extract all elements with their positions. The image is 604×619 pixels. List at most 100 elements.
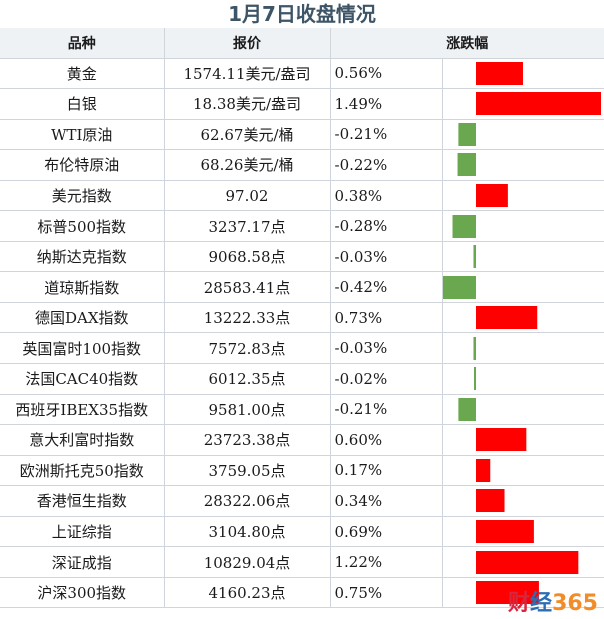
table-row: 白银 18.38美元/盎司 1.49% [0,88,604,120]
row-bar-cell [441,119,604,151]
table-row: 法国CAC40指数 6012.35点 -0.02% [0,363,604,395]
change-bar [457,122,476,146]
table-row: 德国DAX指数 13222.33点 0.73% [0,302,604,334]
change-bar [473,367,476,391]
table-row: 沪深300指数 4160.23点 0.75% [0,577,604,609]
row-change-pct: 0.38% [329,180,442,212]
row-change-pct: -0.21% [329,394,442,426]
row-bar-svg [475,520,534,544]
row-bar-svg [475,581,539,605]
row-price: 97.02 [163,180,330,212]
row-price: 3759.05点 [163,455,330,487]
row-bar-svg [452,214,476,238]
row-change-pct: 1.49% [329,88,442,120]
row-bar-cell [441,332,604,365]
row-name: 道琼斯指数 [0,271,164,303]
change-bar [475,428,526,452]
row-bar-svg [475,306,537,330]
row-change-pct: 0.75% [329,577,442,609]
row-name: 沪深300指数 [0,577,164,609]
row-bar-svg [473,367,476,391]
change-bar [475,306,537,330]
row-change-pct: 0.17% [329,455,442,487]
row-price: 9068.58点 [163,241,330,273]
row-name: 上证综指 [0,516,164,548]
row-price: 68.26美元/桶 [163,149,330,181]
row-name: 香港恒生指数 [0,485,164,517]
change-bar [475,184,508,207]
header-name: 品种 [0,28,164,59]
row-bar-cell [441,271,604,303]
table-header-row: 品种 报价 涨跌幅 [0,28,604,59]
row-name: 意大利富时指数 [0,424,164,456]
table-row: 道琼斯指数 28583.41点 -0.42% [0,271,604,303]
table-row: 布伦特原油 68.26美元/桶 -0.22% [0,149,604,181]
row-bar-cell [441,363,604,395]
table-body: 黄金 1574.11美元/盎司 0.56% 白银 18.38美元/盎司 1.49% WTI原… [0,58,604,609]
change-bar [472,245,476,269]
row-change-pct: -0.03% [329,241,442,273]
row-bar-svg [443,275,476,299]
row-name: 布伦特原油 [0,149,164,181]
row-change-pct: 0.34% [329,485,442,517]
row-name: 德国DAX指数 [0,302,164,334]
row-price: 3237.17点 [163,210,330,242]
row-bar-cell [441,210,604,242]
row-bar-svg [472,245,476,269]
row-price: 9581.00点 [163,394,330,426]
row-price: 4160.23点 [163,577,330,609]
row-change-pct: 0.56% [329,58,442,90]
row-change-pct: -0.42% [329,271,442,303]
change-bar [452,214,476,238]
row-bar-cell [441,516,604,548]
table-row: 香港恒生指数 28322.06点 0.34% [0,485,604,517]
table-row: 黄金 1574.11美元/盎司 0.56% [0,58,604,90]
row-change-pct: -0.28% [329,210,442,242]
row-bar-svg [475,92,601,116]
row-name: 深证成指 [0,546,164,578]
row-name: 欧洲斯托克50指数 [0,455,164,487]
row-bar-cell [441,577,604,609]
change-bar [475,92,601,116]
row-price: 23723.38点 [163,424,330,456]
watermark-logo: 财经365 [508,591,598,616]
table-row: 上证综指 3104.80点 0.69% [0,516,604,548]
row-change-pct: 0.69% [329,516,442,548]
row-bar-cell [441,424,604,456]
row-price: 13222.33点 [163,302,330,334]
table-row: 标普500指数 3237.17点 -0.28% [0,210,604,242]
row-bar-cell [441,485,604,517]
page-title: 1月7日收盘情况 [228,2,376,26]
row-price: 1574.11美元/盎司 [163,58,330,90]
row-change-pct: -0.22% [329,149,442,181]
row-bar-svg [472,336,476,360]
change-bar [475,489,505,513]
change-bar [475,550,578,574]
row-price: 28322.06点 [163,485,330,517]
change-bar [443,275,476,299]
change-bar [472,336,476,360]
row-name: 白银 [0,88,164,120]
row-name: 西班牙IBEX35指数 [0,394,164,426]
row-name: 黄金 [0,58,164,90]
table-row: WTI原油 62.67美元/桶 -0.21% [0,119,604,151]
row-name: 法国CAC40指数 [0,363,164,395]
row-bar-svg [475,61,523,85]
row-change-pct: 0.73% [329,302,442,334]
row-bar-cell [441,394,604,426]
row-name: WTI原油 [0,119,164,151]
change-bar [457,153,476,177]
row-bar-cell [441,58,604,90]
row-name: 英国富时100指数 [0,332,164,365]
table-row: 英国富时100指数 7572.83点 -0.03% [0,332,604,365]
row-change-pct: 0.60% [329,424,442,456]
table-row: 西班牙IBEX35指数 9581.00点 -0.21% [0,394,604,426]
table-row: 深证成指 10829.04点 1.22% [0,546,604,578]
row-bar-svg [475,184,508,207]
row-name: 纳斯达克指数 [0,241,164,273]
table-row: 纳斯达克指数 9068.58点 -0.03% [0,241,604,273]
row-price: 7572.83点 [163,332,330,365]
row-change-pct: -0.21% [329,119,442,151]
table-row: 欧洲斯托克50指数 3759.05点 0.17% [0,455,604,487]
row-bar-cell [441,546,604,578]
